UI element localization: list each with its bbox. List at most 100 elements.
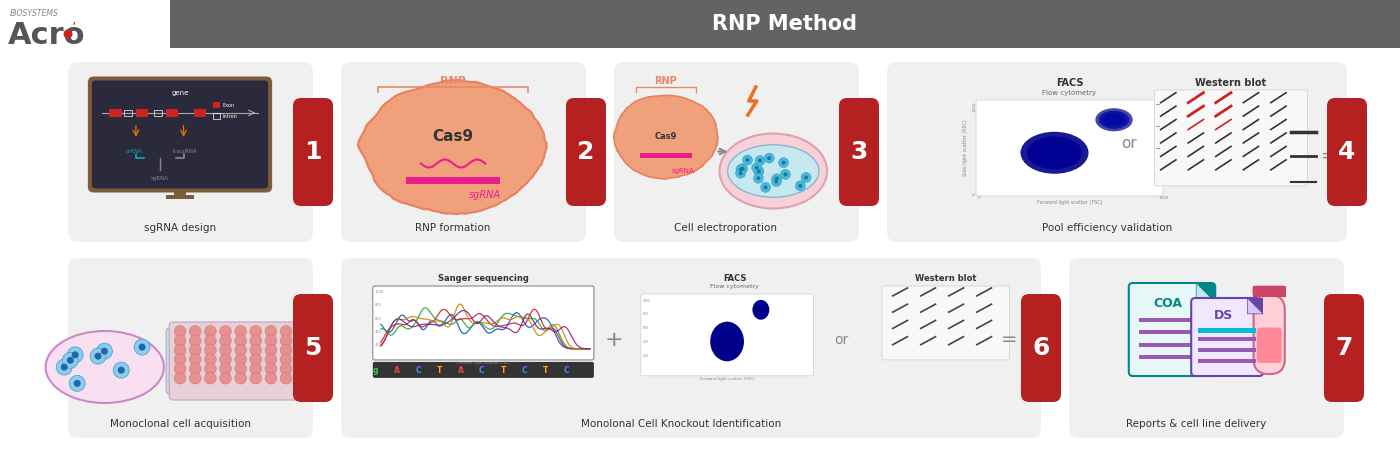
Circle shape — [755, 166, 764, 177]
Text: 1000: 1000 — [643, 298, 651, 303]
Bar — [1140, 331, 1205, 334]
Text: Side light scatter (SSC): Side light scatter (SSC) — [963, 120, 969, 177]
Circle shape — [249, 335, 262, 347]
Circle shape — [174, 363, 186, 375]
Circle shape — [249, 344, 262, 356]
Bar — [169, 0, 1400, 48]
Text: gene: gene — [171, 91, 189, 97]
FancyBboxPatch shape — [1324, 294, 1364, 402]
FancyBboxPatch shape — [342, 258, 1042, 438]
Circle shape — [204, 363, 216, 375]
Bar — [1198, 337, 1256, 341]
Ellipse shape — [725, 340, 728, 343]
Circle shape — [741, 167, 745, 171]
Text: Western blot: Western blot — [1196, 78, 1267, 88]
Text: T: T — [543, 367, 549, 375]
Circle shape — [204, 344, 216, 356]
Circle shape — [235, 354, 246, 365]
Ellipse shape — [757, 306, 764, 314]
Text: Cas9: Cas9 — [433, 129, 473, 144]
Text: Flow cytometry: Flow cytometry — [710, 284, 759, 289]
Circle shape — [778, 158, 788, 168]
Bar — [1198, 328, 1256, 333]
Bar — [195, 109, 206, 117]
Circle shape — [101, 347, 108, 354]
Circle shape — [767, 156, 771, 160]
Circle shape — [265, 335, 277, 347]
Circle shape — [795, 181, 805, 191]
Text: 800: 800 — [375, 303, 382, 307]
Ellipse shape — [1053, 152, 1056, 153]
Circle shape — [295, 335, 307, 347]
Circle shape — [295, 354, 307, 365]
Circle shape — [220, 325, 231, 337]
Circle shape — [134, 339, 150, 355]
Circle shape — [95, 353, 102, 360]
Text: 600: 600 — [643, 326, 648, 330]
Circle shape — [736, 164, 746, 174]
Circle shape — [63, 29, 73, 38]
Polygon shape — [1247, 298, 1263, 314]
FancyBboxPatch shape — [1253, 286, 1285, 297]
Ellipse shape — [710, 322, 743, 361]
FancyBboxPatch shape — [92, 80, 269, 189]
FancyBboxPatch shape — [882, 286, 1009, 360]
Text: 1: 1 — [304, 140, 322, 164]
Circle shape — [204, 335, 216, 347]
Circle shape — [295, 325, 307, 337]
FancyBboxPatch shape — [293, 98, 333, 206]
Text: 2: 2 — [577, 140, 595, 164]
Text: RNP: RNP — [654, 76, 678, 86]
Circle shape — [220, 354, 231, 365]
Text: 3: 3 — [850, 140, 868, 164]
Ellipse shape — [714, 325, 741, 357]
Text: Flow cytometry: Flow cytometry — [1043, 90, 1096, 96]
Ellipse shape — [728, 145, 819, 197]
Ellipse shape — [1028, 136, 1082, 169]
Circle shape — [69, 375, 85, 391]
Circle shape — [249, 325, 262, 337]
FancyBboxPatch shape — [1155, 90, 1308, 186]
Ellipse shape — [1102, 113, 1126, 127]
Ellipse shape — [1040, 144, 1070, 162]
Text: Cas9: Cas9 — [655, 132, 678, 141]
Circle shape — [189, 335, 202, 347]
Text: C: C — [564, 367, 570, 375]
Text: ’: ’ — [71, 21, 77, 35]
Text: Cell electroporation: Cell electroporation — [675, 223, 777, 233]
Circle shape — [753, 173, 763, 183]
Text: RNP Method: RNP Method — [713, 14, 857, 34]
Ellipse shape — [1021, 132, 1089, 174]
FancyBboxPatch shape — [342, 62, 587, 242]
FancyBboxPatch shape — [1327, 98, 1366, 206]
Text: T: T — [437, 367, 442, 375]
Text: =: = — [1320, 147, 1336, 165]
Text: Monoclonal cell acquisition: Monoclonal cell acquisition — [109, 419, 251, 429]
Text: =: = — [1001, 331, 1018, 349]
FancyBboxPatch shape — [167, 328, 321, 394]
Circle shape — [189, 354, 202, 365]
Circle shape — [249, 363, 262, 375]
Text: 800: 800 — [643, 312, 648, 317]
Ellipse shape — [759, 307, 763, 312]
Ellipse shape — [1095, 108, 1133, 131]
Circle shape — [220, 363, 231, 375]
Circle shape — [774, 177, 778, 181]
Circle shape — [280, 344, 293, 356]
FancyBboxPatch shape — [1021, 294, 1061, 402]
Circle shape — [174, 344, 186, 356]
FancyBboxPatch shape — [169, 322, 323, 400]
Text: RNP formation: RNP formation — [416, 223, 490, 233]
Circle shape — [235, 363, 246, 375]
Text: Forward light scatter (FSC): Forward light scatter (FSC) — [456, 361, 511, 365]
Circle shape — [74, 380, 81, 387]
Text: 400: 400 — [375, 330, 382, 334]
Text: 200: 200 — [375, 343, 382, 347]
Text: COA: COA — [1154, 297, 1182, 310]
Text: Pool efficiency validation: Pool efficiency validation — [1042, 223, 1172, 233]
Ellipse shape — [1110, 118, 1119, 122]
Bar — [213, 102, 220, 108]
Ellipse shape — [1099, 111, 1130, 129]
FancyBboxPatch shape — [69, 62, 314, 242]
Polygon shape — [358, 80, 547, 214]
